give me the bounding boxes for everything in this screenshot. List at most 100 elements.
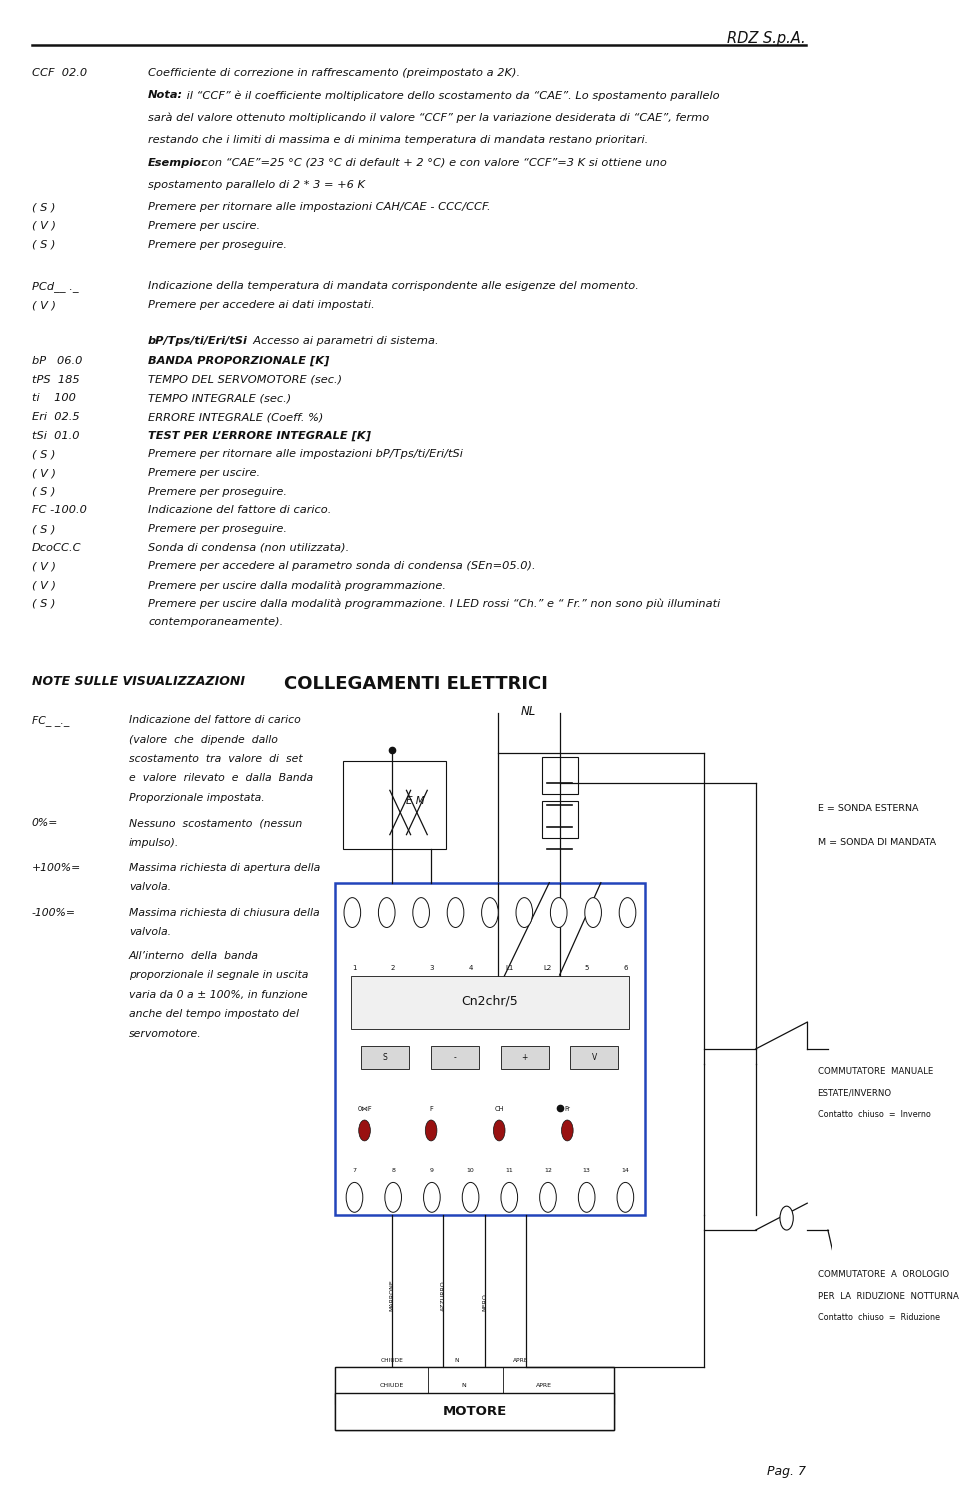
Bar bbox=[431, 1045, 479, 1069]
Text: Nessuno  scostamento  (nessun: Nessuno scostamento (nessun bbox=[129, 818, 302, 829]
Bar bbox=[343, 761, 446, 850]
Text: ( S ): ( S ) bbox=[32, 239, 55, 249]
Text: 2: 2 bbox=[391, 964, 396, 970]
Text: Pag. 7: Pag. 7 bbox=[767, 1465, 805, 1478]
Text: 5: 5 bbox=[585, 964, 588, 970]
Text: APRE: APRE bbox=[514, 1359, 529, 1363]
Circle shape bbox=[344, 897, 361, 927]
Text: NL: NL bbox=[521, 705, 537, 718]
Circle shape bbox=[585, 897, 602, 927]
Circle shape bbox=[516, 897, 533, 927]
Circle shape bbox=[347, 1182, 363, 1212]
Text: 1: 1 bbox=[352, 964, 357, 970]
Text: 14: 14 bbox=[621, 1168, 630, 1173]
Text: 0%=: 0%= bbox=[32, 818, 58, 829]
Text: Premere per ritornare alle impostazioni bP/Tps/ti/Eri/tSi: Premere per ritornare alle impostazioni … bbox=[148, 449, 463, 460]
Text: Premere per ritornare alle impostazioni CAH/CAE - CCC/CCF.: Premere per ritornare alle impostazioni … bbox=[148, 203, 491, 212]
Text: (valore  che  dipende  dallo: (valore che dipende dallo bbox=[129, 735, 277, 745]
Text: N: N bbox=[454, 1359, 459, 1363]
Text: TEST PER L’ERRORE INTEGRALE [K]: TEST PER L’ERRORE INTEGRALE [K] bbox=[148, 430, 372, 440]
Text: ESTATE/INVERNO: ESTATE/INVERNO bbox=[818, 1088, 892, 1097]
Text: il “CCF” è il coefficiente moltiplicatore dello scostamento da “CAE”. Lo spostam: il “CCF” è il coefficiente moltiplicator… bbox=[183, 90, 720, 102]
Bar bbox=[541, 757, 578, 794]
Text: NERO: NERO bbox=[482, 1293, 488, 1311]
Text: 7: 7 bbox=[352, 1168, 356, 1173]
Bar bbox=[501, 1045, 549, 1069]
Text: E = SONDA ESTERNA: E = SONDA ESTERNA bbox=[818, 805, 918, 814]
Bar bbox=[350, 976, 629, 1029]
Text: 13: 13 bbox=[583, 1168, 590, 1173]
Text: ti    100: ti 100 bbox=[32, 393, 76, 403]
Text: Fr: Fr bbox=[564, 1106, 570, 1112]
Text: AZZURRO: AZZURRO bbox=[441, 1281, 446, 1311]
Text: COLLEGAMENTI ELETTRICI: COLLEGAMENTI ELETTRICI bbox=[284, 675, 548, 693]
Text: Premere per uscire.: Premere per uscire. bbox=[148, 221, 260, 231]
Text: Premere per uscire dalla modalità programmazione.: Premere per uscire dalla modalità progra… bbox=[148, 579, 446, 591]
Text: FC -100.0: FC -100.0 bbox=[32, 505, 86, 515]
Text: Massima richiesta di chiusura della: Massima richiesta di chiusura della bbox=[129, 908, 320, 918]
Circle shape bbox=[423, 1182, 441, 1212]
Text: Premere per accedere ai dati impostati.: Premere per accedere ai dati impostati. bbox=[148, 300, 375, 311]
Text: 6: 6 bbox=[623, 964, 628, 970]
Circle shape bbox=[447, 897, 464, 927]
Text: +: + bbox=[521, 1053, 528, 1062]
Text: MOTORE: MOTORE bbox=[443, 1405, 507, 1418]
Text: 4: 4 bbox=[468, 964, 472, 970]
Text: impulso).: impulso). bbox=[129, 838, 180, 848]
Text: ( S ): ( S ) bbox=[32, 487, 55, 497]
Text: Esempio:: Esempio: bbox=[148, 158, 206, 167]
Text: spostamento parallelo di 2 * 3 = +6 K: spostamento parallelo di 2 * 3 = +6 K bbox=[148, 181, 365, 190]
Text: +100%=: +100%= bbox=[32, 863, 81, 873]
Circle shape bbox=[617, 1182, 634, 1212]
Text: ( V ): ( V ) bbox=[32, 561, 56, 572]
Text: ( V ): ( V ) bbox=[32, 579, 56, 590]
Circle shape bbox=[578, 1182, 595, 1212]
Bar bbox=[335, 882, 645, 1215]
Text: sarà del valore ottenuto moltiplicando il valore “CCF” per la variazione desider: sarà del valore ottenuto moltiplicando i… bbox=[148, 113, 709, 124]
Text: Coefficiente di correzione in raffrescamento (preimpostato a 2K).: Coefficiente di correzione in raffrescam… bbox=[148, 67, 520, 78]
Text: RDZ S.p.A.: RDZ S.p.A. bbox=[727, 31, 805, 46]
Text: APRE: APRE bbox=[536, 1383, 552, 1387]
Text: ERRORE INTEGRALE (Coeff. %): ERRORE INTEGRALE (Coeff. %) bbox=[148, 412, 324, 423]
Text: tPS  185: tPS 185 bbox=[32, 375, 80, 385]
Circle shape bbox=[359, 1120, 371, 1141]
Bar bbox=[362, 1045, 409, 1069]
Bar bbox=[570, 1045, 618, 1069]
Text: L1: L1 bbox=[505, 964, 514, 970]
Text: varia da 0 a ± 100%, in funzione: varia da 0 a ± 100%, in funzione bbox=[129, 990, 308, 1000]
Text: PCd__ ._: PCd__ ._ bbox=[32, 281, 79, 291]
Text: MARRONE: MARRONE bbox=[390, 1280, 395, 1311]
Text: 3: 3 bbox=[430, 964, 434, 970]
Text: bP   06.0: bP 06.0 bbox=[32, 357, 82, 366]
Text: -: - bbox=[453, 1053, 456, 1062]
Text: 11: 11 bbox=[505, 1168, 514, 1173]
Text: ( V ): ( V ) bbox=[32, 221, 56, 231]
Text: Proporzionale impostata.: Proporzionale impostata. bbox=[129, 793, 265, 803]
Text: CHIUDE: CHIUDE bbox=[380, 1383, 404, 1387]
Text: All’interno  della  banda: All’interno della banda bbox=[129, 951, 259, 961]
Circle shape bbox=[385, 1182, 401, 1212]
Text: -100%=: -100%= bbox=[32, 908, 76, 918]
Circle shape bbox=[619, 897, 636, 927]
Text: Accesso ai parametri di sistema.: Accesso ai parametri di sistema. bbox=[247, 336, 439, 346]
Bar bbox=[335, 1393, 613, 1430]
Text: restando che i limiti di massima e di minima temperatura di mandata restano prio: restando che i limiti di massima e di mi… bbox=[148, 136, 648, 145]
Text: anche del tempo impostato del: anche del tempo impostato del bbox=[129, 1009, 299, 1020]
Text: Premere per proseguire.: Premere per proseguire. bbox=[148, 487, 287, 497]
Text: E M: E M bbox=[406, 796, 424, 806]
Text: valvola.: valvola. bbox=[129, 927, 171, 938]
Text: M = SONDA DI MANDATA: M = SONDA DI MANDATA bbox=[818, 838, 936, 847]
Text: Indicazione della temperatura di mandata corrispondente alle esigenze del moment: Indicazione della temperatura di mandata… bbox=[148, 281, 639, 291]
Text: S: S bbox=[383, 1053, 388, 1062]
Text: Indicazione del fattore di carico.: Indicazione del fattore di carico. bbox=[148, 505, 331, 515]
Text: scostamento  tra  valore  di  set: scostamento tra valore di set bbox=[129, 754, 302, 764]
Circle shape bbox=[425, 1120, 437, 1141]
Circle shape bbox=[550, 897, 567, 927]
Bar bbox=[335, 1366, 613, 1430]
Text: L2: L2 bbox=[544, 964, 552, 970]
Text: Contatto  chiuso  =  Inverno: Contatto chiuso = Inverno bbox=[818, 1109, 930, 1118]
Text: ( S ): ( S ) bbox=[32, 449, 55, 460]
Text: 12: 12 bbox=[544, 1168, 552, 1173]
Text: COMMUTATORE  MANUALE: COMMUTATORE MANUALE bbox=[818, 1066, 933, 1075]
Text: Premere per uscire.: Premere per uscire. bbox=[148, 469, 260, 478]
